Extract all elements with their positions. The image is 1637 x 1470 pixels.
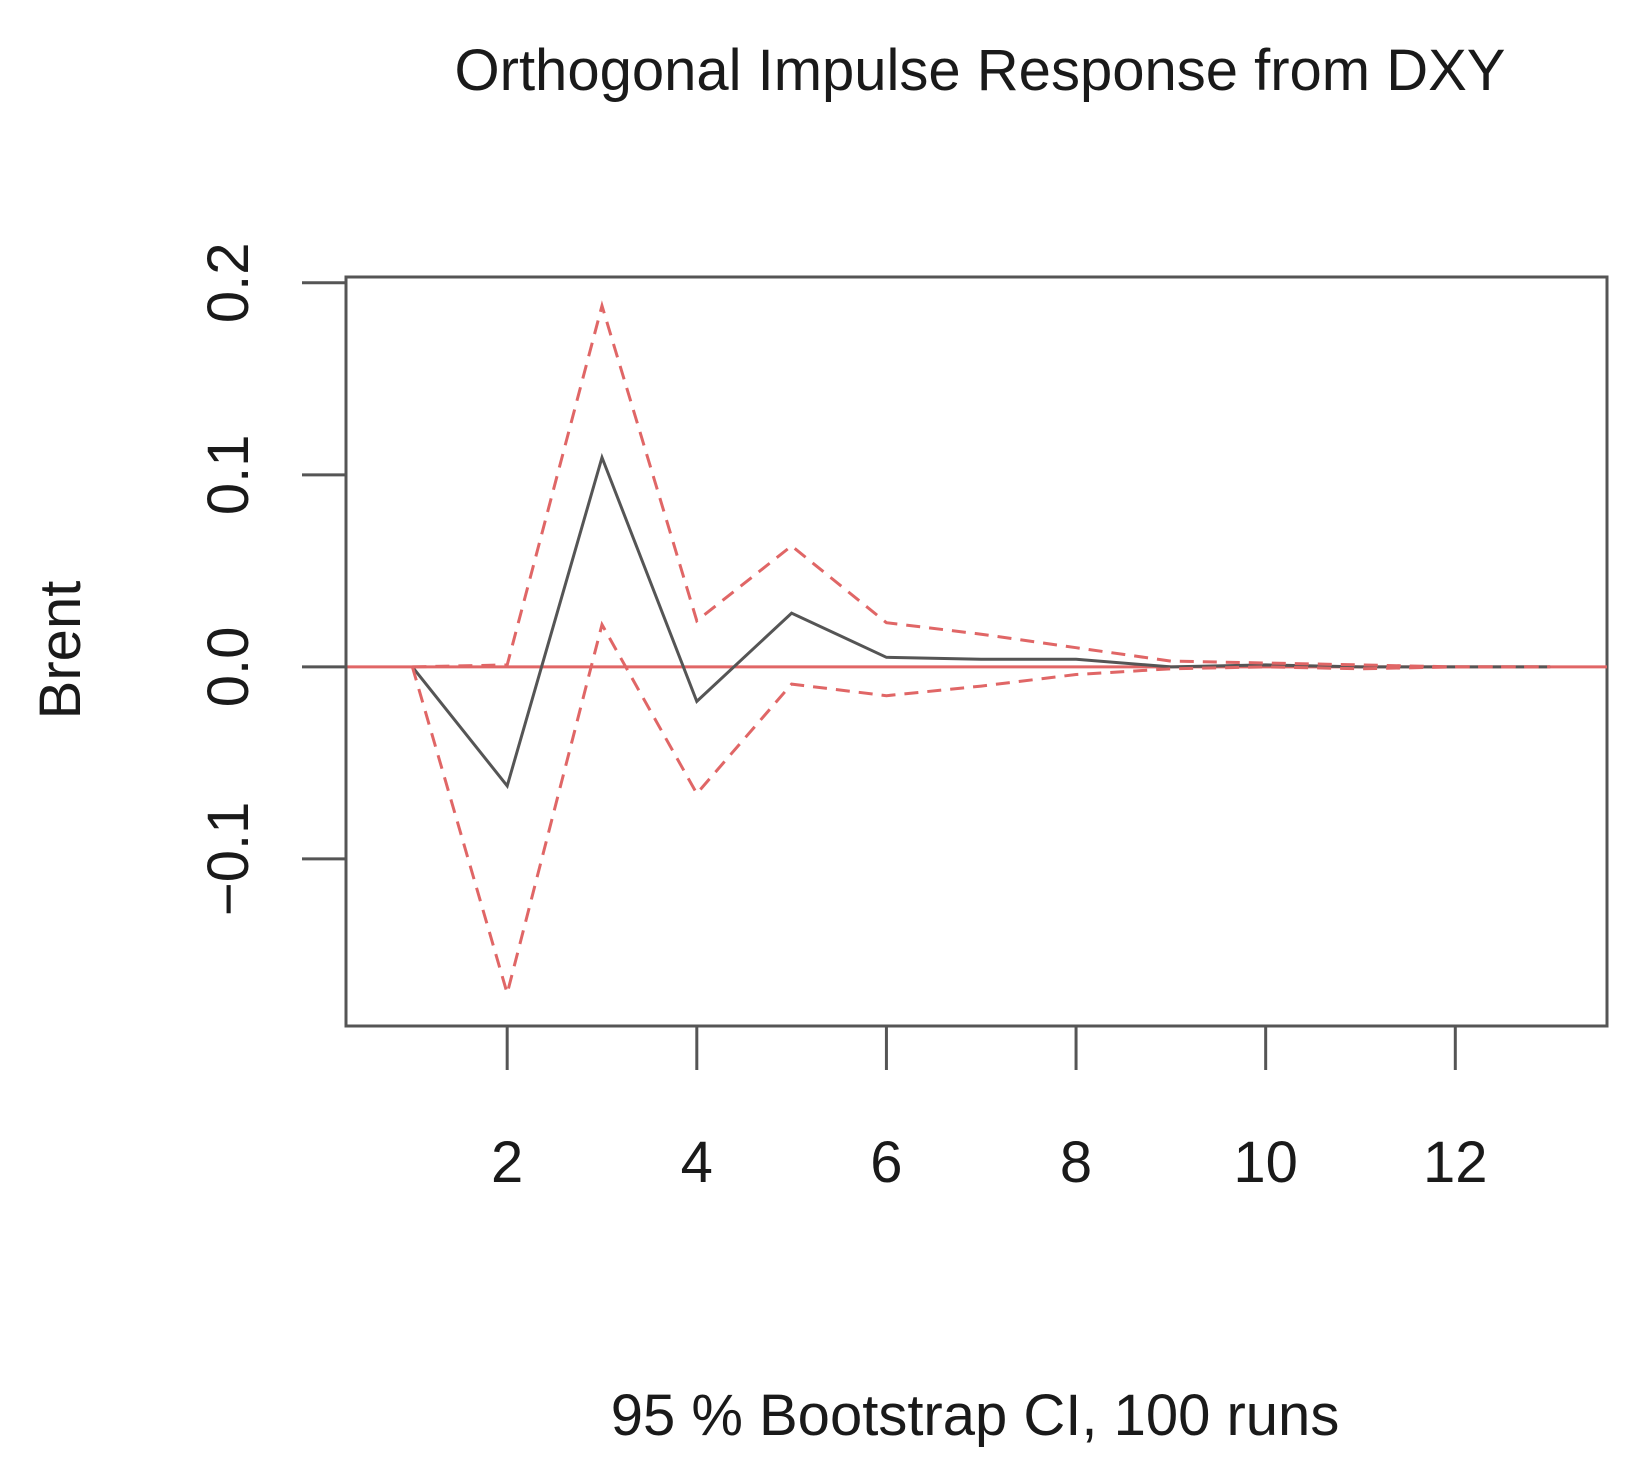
y-tick-label: 0.0 (196, 627, 261, 708)
upper-ci-line (412, 300, 1551, 669)
y-tick-label: 0.1 (196, 434, 261, 515)
x-tick-label: 10 (1233, 1130, 1298, 1195)
x-tick-label: 2 (491, 1130, 523, 1195)
lower-ci-line (410, 620, 1551, 1000)
x-tick-label: 4 (681, 1130, 713, 1195)
x-axis-label: 95 % Bootstrap CI, 100 runs (611, 1383, 1340, 1448)
x-tick-label: 12 (1423, 1130, 1488, 1195)
y-tick-label: 0.2 (196, 242, 261, 323)
response-line (411, 452, 1551, 790)
plot-frame (344, 275, 1609, 1028)
y-tick-label: −0.1 (196, 802, 261, 917)
chart-title: Orthogonal Impulse Response from DXY (455, 38, 1506, 103)
x-tick-label: 6 (870, 1130, 902, 1195)
x-tick-label: 8 (1060, 1130, 1092, 1195)
y-axis-label: Brent (28, 581, 93, 720)
